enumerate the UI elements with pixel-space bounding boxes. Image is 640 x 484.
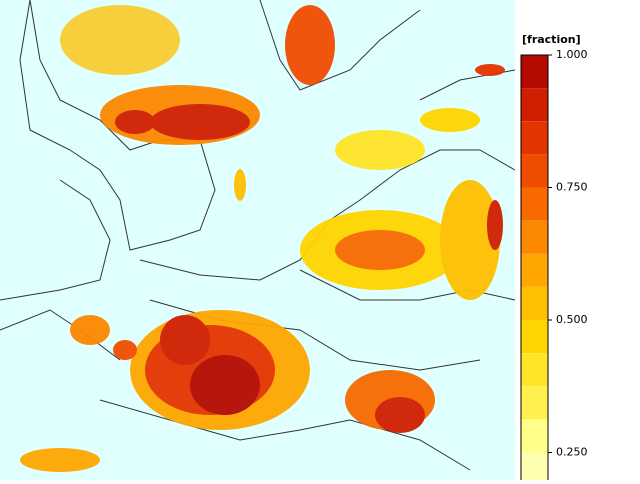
color-band <box>521 55 548 89</box>
colorbar-frame <box>520 54 549 484</box>
color-band <box>521 88 548 122</box>
color-band <box>521 386 548 420</box>
color-band <box>521 121 548 155</box>
map-area <box>0 0 516 480</box>
color-band <box>521 320 548 354</box>
tick-label: 0.250 <box>556 446 588 459</box>
colorbar: [fraction] 1.000 0.750 0.500 0.250 <box>520 33 588 484</box>
color-band <box>521 253 548 287</box>
tick-label: 0.750 <box>556 181 588 194</box>
color-band <box>521 220 548 254</box>
color-band <box>521 353 548 387</box>
coastlines <box>0 0 516 471</box>
color-band <box>521 452 548 484</box>
color-band <box>521 419 548 453</box>
fraction-field <box>20 5 505 472</box>
colorbar-title: [fraction] <box>522 33 581 46</box>
color-band <box>521 286 548 320</box>
tick-label: 1.000 <box>556 48 588 61</box>
color-band <box>521 154 548 188</box>
color-band <box>521 187 548 221</box>
tick-label: 0.500 <box>556 313 588 326</box>
